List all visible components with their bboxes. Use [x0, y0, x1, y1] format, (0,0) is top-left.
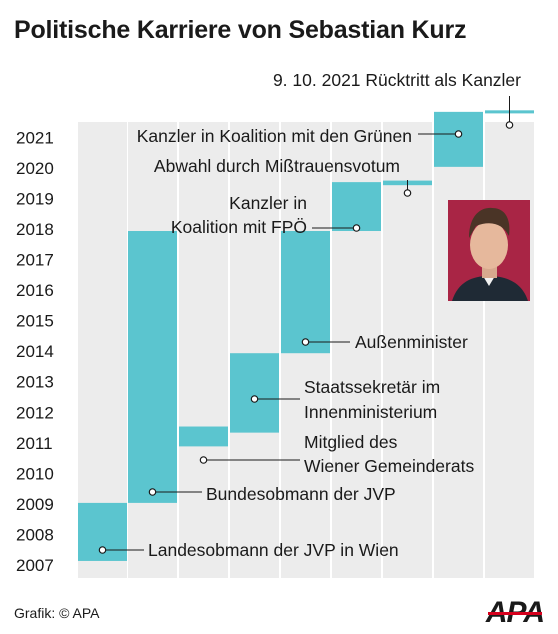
marker-dot-4: [250, 395, 259, 403]
annotation-2: Bundesobmann der JVP: [206, 484, 396, 504]
lane-4: [230, 122, 279, 578]
marker-dot-1: [98, 546, 107, 554]
lane-9: [485, 122, 534, 578]
marker-dot-2: [148, 488, 157, 496]
annotation-3-line-2: Wiener Gemeinderats: [304, 456, 474, 476]
apa-logo: APA: [486, 598, 545, 628]
annotation-6-line-1: Kanzler in: [229, 193, 307, 213]
lane-3: [179, 122, 228, 578]
lane-1: [78, 122, 127, 578]
year-tick-2017: 2017: [16, 251, 54, 270]
annotation-4-line-1: Staatssekretär im: [304, 377, 440, 397]
marker-dot-6: [352, 224, 361, 232]
bar-6: [332, 182, 381, 232]
annotation-5: Außenminister: [355, 332, 468, 352]
bar-2: [128, 231, 177, 503]
portrait-photo: [448, 200, 530, 301]
year-tick-2011: 2011: [16, 434, 53, 453]
marker-dot-5: [301, 338, 310, 346]
annotation-3-line-1: Mitglied des: [304, 432, 398, 452]
bar-8: [434, 111, 483, 167]
annotation-4-line-2: Innenministerium: [304, 402, 437, 422]
marker-dot-8: [454, 130, 463, 138]
year-tick-2012: 2012: [16, 403, 54, 422]
year-tick-2014: 2014: [16, 342, 54, 361]
year-tick-2019: 2019: [16, 189, 54, 208]
annotation-1: Landesobmann der JVP in Wien: [148, 540, 399, 560]
logo-bar: [487, 612, 542, 615]
year-tick-2007: 2007: [16, 556, 54, 575]
chart-title: Politische Karriere von Sebastian Kurz: [14, 16, 467, 44]
marker-dot-9: [505, 121, 514, 129]
marker-dot-3: [199, 456, 208, 464]
annotation-7: Abwahl durch Mißtrauensvotum: [154, 156, 400, 176]
year-tick-2010: 2010: [16, 464, 54, 483]
year-axis: 2007 2008 2009 2010 2011 2012 2013 2014 2015 2016…: [16, 128, 54, 575]
lane-7: [383, 122, 432, 578]
annotations: Landesobmann der JVP in Wien Bundesobmann…: [98, 70, 521, 560]
marker-dot-7: [403, 189, 412, 197]
year-tick-2018: 2018: [16, 220, 54, 239]
source-credit: Grafik: © APA: [14, 605, 100, 621]
bar-3: [179, 426, 228, 447]
annotation-9: 9. 10. 2021 Rücktritt als Kanzler: [273, 70, 521, 90]
annotation-6-line-2: Koalition mit FPÖ: [171, 217, 307, 237]
annotation-8: Kanzler in Koalition mit den Grünen: [137, 126, 412, 146]
year-tick-2008: 2008: [16, 525, 54, 544]
year-tick-2021: 2021: [16, 128, 54, 147]
lane-8: [434, 122, 483, 578]
year-tick-2013: 2013: [16, 373, 54, 392]
year-tick-2016: 2016: [16, 281, 54, 300]
year-tick-2009: 2009: [16, 495, 54, 514]
year-tick-2015: 2015: [16, 312, 54, 331]
bar-4: [230, 353, 279, 433]
year-tick-2020: 2020: [16, 159, 54, 178]
bar-5: [281, 231, 330, 354]
